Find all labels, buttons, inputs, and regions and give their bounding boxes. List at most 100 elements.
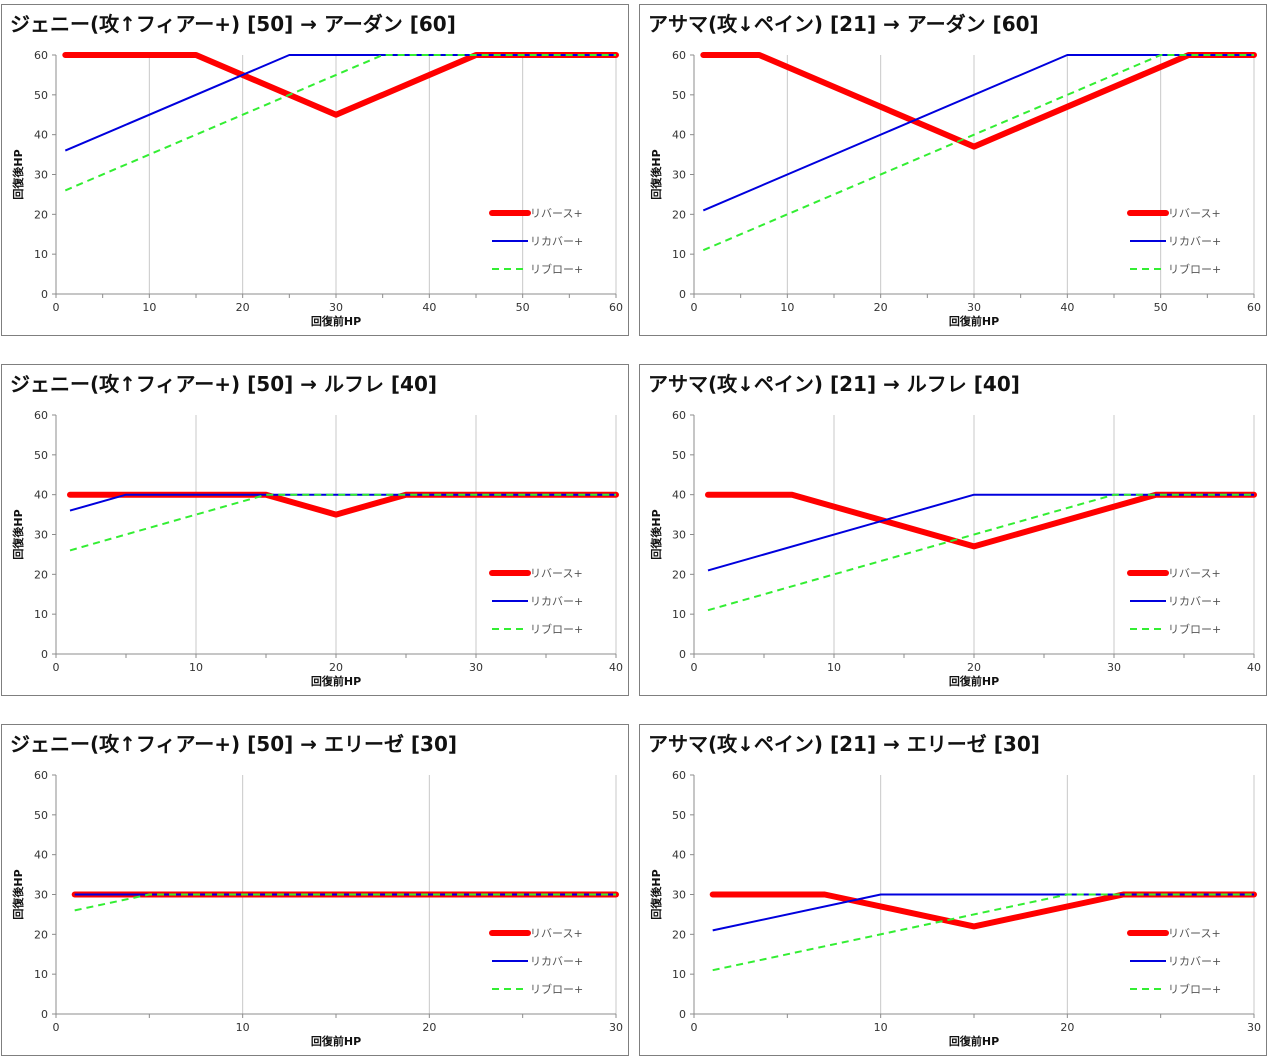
y-tick-label: 60 xyxy=(672,49,686,62)
y-tick-label: 40 xyxy=(672,489,686,502)
legend-label: リバース+ xyxy=(530,207,583,220)
series-line-reblow xyxy=(69,493,616,552)
legend-label: リカバー+ xyxy=(530,595,583,608)
x-tick-label: 20 xyxy=(329,661,343,674)
series-line-reblow xyxy=(707,493,1254,612)
y-tick-label: 20 xyxy=(672,928,686,941)
y-tick-label: 30 xyxy=(34,169,48,182)
y-tick-label: 40 xyxy=(672,129,686,142)
x-tick-label: 20 xyxy=(967,661,981,674)
y-axis-label: 回復後HP xyxy=(11,509,25,559)
x-tick-label: 40 xyxy=(609,661,623,674)
chart-panel: アサマ(攻↓ペイン) [21] → エリーゼ [30] 0 10 20 30 40 50 6… xyxy=(639,724,1267,1056)
x-tick-label: 30 xyxy=(329,301,343,314)
legend-label: リカバー+ xyxy=(1168,595,1221,608)
y-tick-label: 10 xyxy=(672,248,686,261)
x-tick-label: 50 xyxy=(1154,301,1168,314)
y-tick-label: 50 xyxy=(34,89,48,102)
y-tick-label: 20 xyxy=(34,568,48,581)
y-tick-label: 0 xyxy=(679,1008,686,1021)
x-tick-label: 0 xyxy=(53,301,60,314)
y-tick-label: 60 xyxy=(672,769,686,782)
x-tick-label: 60 xyxy=(1247,301,1261,314)
series-line-reverse xyxy=(67,491,619,518)
y-tick-label: 50 xyxy=(672,449,686,462)
y-tick-label: 10 xyxy=(34,248,48,261)
series-line-reverse xyxy=(62,52,619,118)
y-tick-label: 0 xyxy=(41,1008,48,1021)
chart-title: ジェニー(攻↑フィアー+) [50] → ルフレ [40] xyxy=(10,372,438,396)
y-tick-label: 20 xyxy=(34,208,48,221)
x-tick-label: 20 xyxy=(874,301,888,314)
legend-label: リブロー+ xyxy=(1168,262,1221,276)
y-axis-label: 回復後HP xyxy=(11,869,25,919)
chart-title: ジェニー(攻↑フィアー+) [50] → エリーゼ [30] xyxy=(10,732,458,756)
x-tick-label: 20 xyxy=(1060,1021,1074,1034)
x-tick-label: 0 xyxy=(53,661,60,674)
y-tick-label: 0 xyxy=(679,288,686,301)
series-line-reverse xyxy=(709,891,1257,930)
x-tick-label: 30 xyxy=(1107,661,1121,674)
x-axis-label: 回復前HP xyxy=(949,674,999,688)
legend-label: リブロー+ xyxy=(530,982,583,996)
chart-panel: アサマ(攻↓ペイン) [21] → ルフレ [40] 0 10 20 30 40 50 60… xyxy=(639,364,1267,696)
y-tick-label: 10 xyxy=(672,608,686,621)
x-tick-label: 10 xyxy=(189,661,203,674)
chart-title: アサマ(攻↓ペイン) [21] → エリーゼ [30] xyxy=(648,732,1040,756)
y-axis-label: 回復後HP xyxy=(11,149,25,199)
series-line-reverse xyxy=(700,52,1257,150)
legend-label: リバース+ xyxy=(530,567,583,580)
y-tick-label: 0 xyxy=(41,648,48,661)
x-axis-label: 回復前HP xyxy=(949,314,999,328)
y-axis-label: 回復後HP xyxy=(649,149,663,199)
y-tick-label: 60 xyxy=(672,409,686,422)
x-axis-label: 回復前HP xyxy=(311,674,361,688)
x-tick-label: 30 xyxy=(1247,1021,1261,1034)
y-tick-label: 10 xyxy=(672,968,686,981)
chart-panel: ジェニー(攻↑フィアー+) [50] → エリーゼ [30] 0 10 20 30 40… xyxy=(1,724,629,1056)
y-tick-label: 60 xyxy=(34,769,48,782)
y-tick-label: 30 xyxy=(672,529,686,542)
y-tick-label: 50 xyxy=(672,89,686,102)
y-tick-label: 40 xyxy=(34,129,48,142)
chart-plot: 0 10 20 30 40 50 60 0 10 20 30 回復前HP 回復後HP リバース+ リカバー+… xyxy=(649,769,1261,1048)
x-tick-label: 30 xyxy=(967,301,981,314)
x-tick-label: 10 xyxy=(142,301,156,314)
x-tick-label: 0 xyxy=(691,1021,698,1034)
legend-label: リバース+ xyxy=(1168,207,1221,220)
x-axis-label: 回復前HP xyxy=(311,1034,361,1048)
x-tick-label: 10 xyxy=(827,661,841,674)
legend-label: リブロー+ xyxy=(530,262,583,276)
y-tick-label: 60 xyxy=(34,409,48,422)
x-tick-label: 40 xyxy=(1060,301,1074,314)
y-tick-label: 20 xyxy=(672,208,686,221)
y-tick-label: 30 xyxy=(672,169,686,182)
chart-panel: ジェニー(攻↑フィアー+) [50] → ルフレ [40] 0 10 20 30 40 5… xyxy=(1,364,629,696)
legend-label: リブロー+ xyxy=(1168,982,1221,996)
y-tick-label: 0 xyxy=(679,648,686,661)
legend-label: リカバー+ xyxy=(530,955,583,968)
y-tick-label: 30 xyxy=(34,529,48,542)
y-tick-label: 10 xyxy=(34,608,48,621)
x-tick-label: 10 xyxy=(236,1021,250,1034)
y-tick-label: 40 xyxy=(34,489,48,502)
series-line-reverse xyxy=(705,491,1257,550)
chart-plot: 0 10 20 30 40 50 60 0 10 20 30 回復前HP 回復後HP リバース+ リカバー+… xyxy=(11,769,623,1048)
series-line-reblow xyxy=(712,893,1254,972)
x-tick-label: 0 xyxy=(691,301,698,314)
y-tick-label: 10 xyxy=(34,968,48,981)
legend-label: リカバー+ xyxy=(1168,955,1221,968)
legend-label: リバース+ xyxy=(530,927,583,940)
legend-label: リバース+ xyxy=(1168,927,1221,940)
x-tick-label: 20 xyxy=(422,1021,436,1034)
chart-title: アサマ(攻↓ペイン) [21] → アーダン [60] xyxy=(648,12,1039,36)
series-line-reblow xyxy=(64,54,616,192)
x-tick-label: 50 xyxy=(516,301,530,314)
x-tick-label: 20 xyxy=(236,301,250,314)
y-tick-label: 40 xyxy=(34,849,48,862)
y-tick-label: 30 xyxy=(672,889,686,902)
x-axis-label: 回復前HP xyxy=(311,314,361,328)
x-tick-label: 40 xyxy=(1247,661,1261,674)
chart-panel: ジェニー(攻↑フィアー+) [50] → アーダン [60] 0 10 20 30 40… xyxy=(1,4,629,336)
y-tick-label: 50 xyxy=(34,449,48,462)
